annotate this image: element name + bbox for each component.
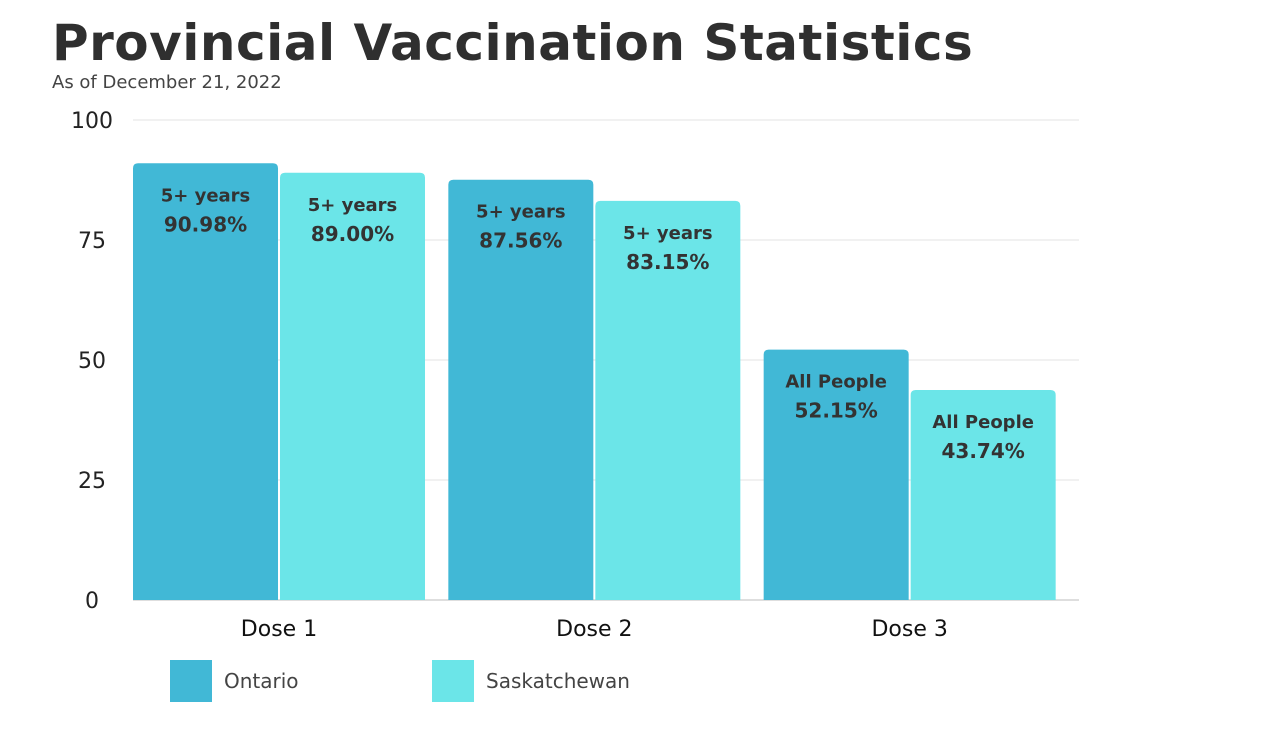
bar-label-group: 5+ years <box>476 202 566 223</box>
x-tick-label: Dose 1 <box>241 617 317 642</box>
x-tick-label: Dose 2 <box>556 617 632 642</box>
x-tick-label: Dose 3 <box>871 617 947 642</box>
chart-title: Provincial Vaccination Statistics <box>52 14 974 72</box>
y-tick-label: 25 <box>78 469 106 494</box>
y-tick-label: 100 <box>71 109 113 134</box>
bar-saskatchewan-dose-2 <box>595 200 741 600</box>
y-tick-label: 75 <box>78 229 106 254</box>
legend: Ontario Saskatchewan <box>170 660 694 702</box>
bar-label-value: 43.74% <box>942 439 1025 463</box>
bar-label-value: 83.15% <box>626 250 709 274</box>
bar-ontario-dose-1 <box>133 163 278 600</box>
bar-ontario-dose-3 <box>763 349 909 600</box>
bar-saskatchewan-dose-3 <box>910 390 1056 600</box>
bar-saskatchewan-dose-1 <box>280 172 425 601</box>
bar-label-value: 90.98% <box>164 212 247 236</box>
bar-label-group: All People <box>932 412 1034 433</box>
bar-label-group: 5+ years <box>161 185 251 206</box>
legend-swatch-ontario <box>170 660 212 702</box>
bar-label-value: 87.56% <box>479 229 562 253</box>
legend-label-saskatchewan: Saskatchewan <box>486 669 630 693</box>
legend-item-ontario: Ontario <box>170 660 432 702</box>
bar-ontario-dose-2 <box>448 179 594 600</box>
y-tick-label: 0 <box>85 589 99 614</box>
y-tick-label: 50 <box>78 349 106 374</box>
bar-label-group: 5+ years <box>308 195 398 216</box>
chart-subtitle: As of December 21, 2022 <box>52 72 282 93</box>
bar-label-value: 52.15% <box>795 399 878 423</box>
legend-swatch-saskatchewan <box>432 660 474 702</box>
bar-label-group: All People <box>785 372 887 393</box>
legend-item-saskatchewan: Saskatchewan <box>432 660 694 702</box>
legend-label-ontario: Ontario <box>224 669 299 693</box>
bar-label-group: 5+ years <box>623 223 713 244</box>
bar-label-value: 89.00% <box>311 222 394 246</box>
